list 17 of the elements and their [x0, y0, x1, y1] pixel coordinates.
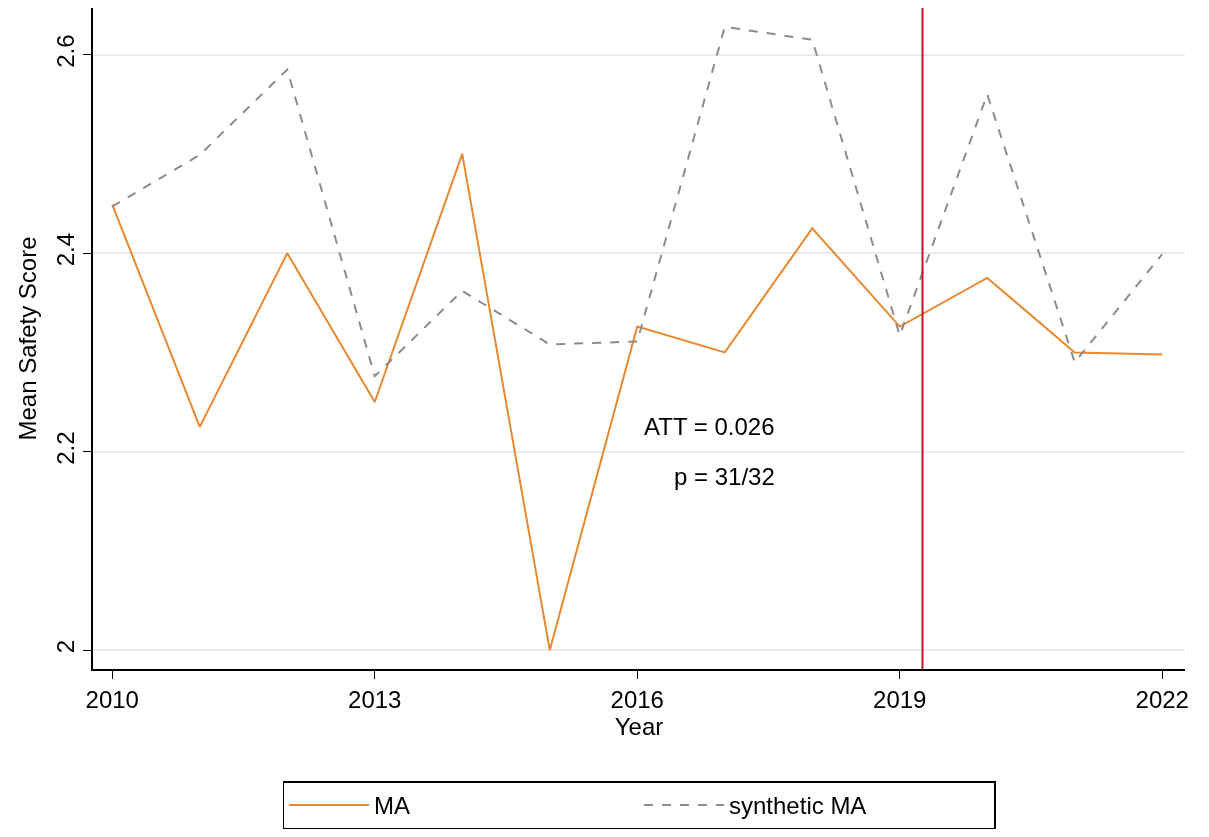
x-tick-label: 2016 [610, 685, 664, 713]
line-series [111, 25, 1164, 378]
annotation: ATT = 0.026 [644, 413, 775, 440]
y-tick-label: 2.2 [51, 431, 79, 465]
y-tick-label: 2.4 [51, 232, 79, 267]
x-tick-label: 2010 [85, 685, 139, 713]
legend-label: MA [374, 792, 410, 820]
y-tick-label: 2.6 [51, 34, 79, 68]
y-tick-label: 2 [51, 639, 79, 654]
x-tick-label: 2019 [873, 685, 927, 713]
line-series [111, 152, 1164, 652]
legend-label: synthetic MA [729, 792, 867, 820]
annotation: p = 31/32 [674, 463, 775, 490]
x-axis-title: Year [614, 712, 664, 740]
y-axis-title: Mean Safety Score [14, 236, 42, 441]
x-tick-label: 2022 [1135, 685, 1189, 713]
x-tick-label: 2013 [348, 685, 402, 713]
